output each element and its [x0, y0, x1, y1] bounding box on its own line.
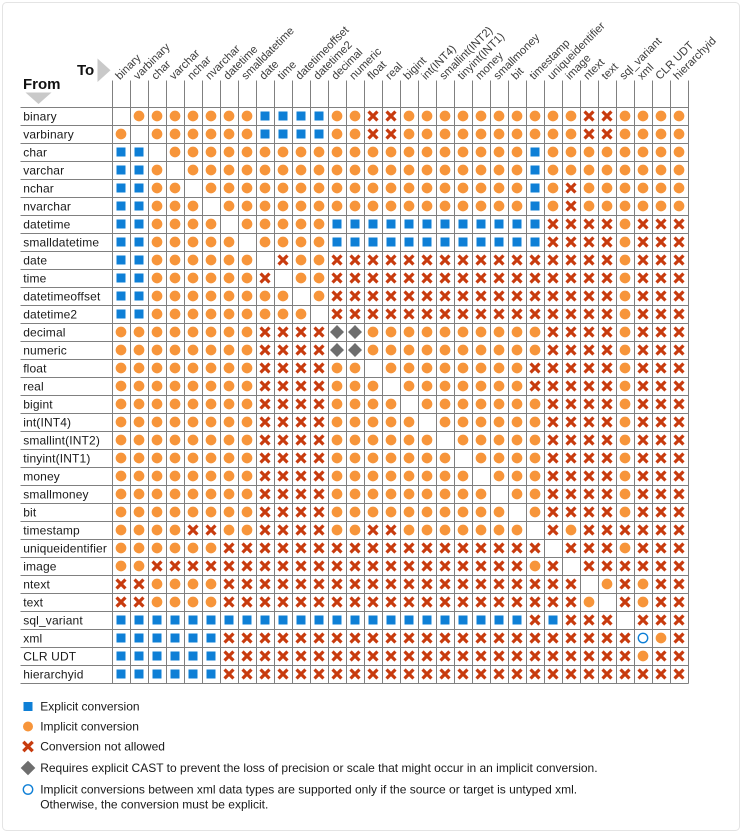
svg-text:date: date	[23, 254, 47, 268]
svg-text:To: To	[77, 62, 94, 79]
svg-text:image: image	[23, 560, 57, 574]
svg-text:numeric: numeric	[23, 344, 67, 358]
svg-text:hierarchyid: hierarchyid	[23, 668, 83, 682]
svg-text:Conversion not allowed: Conversion not allowed	[40, 740, 165, 754]
svg-text:From: From	[23, 76, 61, 93]
svg-text:Implicit conversion: Implicit conversion	[40, 720, 139, 734]
svg-text:tinyint(INT1): tinyint(INT1)	[23, 452, 90, 466]
svg-text:float: float	[23, 362, 47, 376]
svg-text:uniqueidentifier: uniqueidentifier	[23, 542, 107, 556]
svg-text:int(INT4): int(INT4)	[23, 416, 71, 430]
svg-text:xml: xml	[23, 632, 42, 646]
svg-text:real: real	[23, 380, 44, 394]
svg-text:Requires explicit CAST to prev: Requires explicit CAST to prevent the lo…	[40, 761, 597, 775]
svg-text:smallmoney: smallmoney	[23, 488, 89, 502]
svg-text:datetime2: datetime2	[23, 308, 77, 322]
svg-text:varchar: varchar	[23, 164, 64, 178]
svg-text:binary: binary	[23, 110, 57, 124]
svg-text:timestamp: timestamp	[23, 524, 80, 538]
svg-text:bigint: bigint	[23, 398, 53, 412]
svg-text:smalldatetime: smalldatetime	[23, 236, 99, 250]
svg-text:nchar: nchar	[23, 182, 54, 196]
svg-text:bit: bit	[23, 506, 37, 520]
svg-text:Otherwise, the conversion must: Otherwise, the conversion must be explic…	[40, 798, 268, 812]
svg-text:nvarchar: nvarchar	[23, 200, 71, 214]
svg-text:datetime: datetime	[23, 218, 70, 232]
svg-text:varbinary: varbinary	[23, 128, 74, 142]
svg-text:Implicit conversions between x: Implicit conversions between xml data ty…	[40, 783, 577, 797]
svg-text:decimal: decimal	[23, 326, 65, 340]
svg-text:Explicit conversion: Explicit conversion	[40, 700, 139, 714]
svg-text:char: char	[23, 146, 47, 160]
svg-text:text: text	[23, 596, 43, 610]
svg-text:smallint(INT2): smallint(INT2)	[23, 434, 100, 448]
svg-text:money: money	[23, 470, 60, 484]
svg-text:ntext: ntext	[23, 578, 50, 592]
svg-text:datetimeoffset: datetimeoffset	[23, 290, 101, 304]
svg-text:CLR UDT: CLR UDT	[23, 650, 77, 664]
svg-text:sql_variant: sql_variant	[23, 614, 83, 628]
svg-text:time: time	[23, 272, 46, 286]
